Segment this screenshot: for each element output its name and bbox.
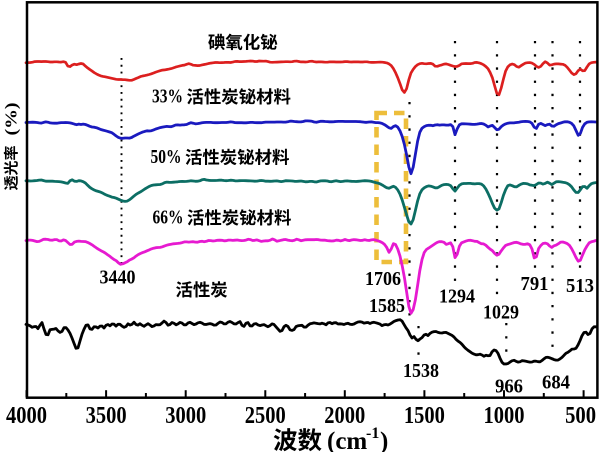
svg-text:684: 684 [542, 372, 570, 394]
svg-text:1706: 1706 [365, 268, 401, 290]
svg-text:3500: 3500 [86, 403, 127, 429]
svg-text:50%: 50% [151, 147, 182, 168]
svg-text:2500: 2500 [245, 403, 286, 429]
svg-text:1500: 1500 [404, 403, 445, 429]
svg-text:1538: 1538 [403, 360, 439, 382]
svg-text:): ) [380, 428, 388, 452]
svg-text:(cm: (cm [327, 428, 367, 452]
svg-text:791: 791 [521, 273, 549, 295]
svg-text:-1: -1 [366, 425, 379, 442]
svg-text:4000: 4000 [6, 403, 47, 429]
svg-text:1000: 1000 [484, 403, 525, 429]
svg-text:66%: 66% [153, 208, 184, 229]
svg-text:(%): (%) [2, 103, 21, 136]
svg-text:966: 966 [495, 376, 523, 398]
svg-text:33%: 33% [152, 87, 183, 108]
svg-text:1029: 1029 [483, 302, 519, 324]
svg-text:1294: 1294 [439, 286, 475, 308]
svg-text:3000: 3000 [165, 403, 206, 429]
svg-text:1585: 1585 [369, 295, 405, 317]
svg-text:2000: 2000 [324, 403, 365, 429]
svg-text:513: 513 [566, 275, 594, 297]
svg-text:500: 500 [565, 403, 596, 429]
svg-text:3440: 3440 [100, 267, 136, 289]
